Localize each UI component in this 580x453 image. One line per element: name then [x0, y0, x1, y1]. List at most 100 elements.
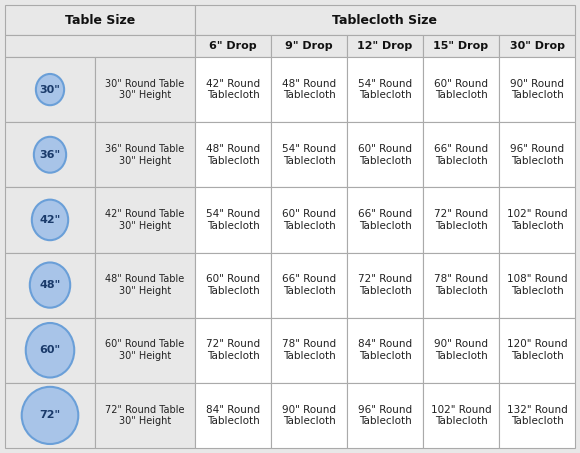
Bar [271, 383, 347, 448]
Bar [5, 57, 95, 122]
Bar [347, 35, 423, 57]
Text: 60" Round
Tablecloth: 60" Round Tablecloth [206, 274, 260, 296]
Bar [195, 57, 271, 122]
Bar [499, 57, 575, 122]
Bar [195, 252, 271, 318]
Bar [423, 188, 499, 252]
Text: 90" Round
Tablecloth: 90" Round Tablecloth [510, 79, 564, 101]
Text: 42" Round
Tablecloth: 42" Round Tablecloth [206, 79, 260, 101]
Bar [195, 318, 271, 383]
Bar [95, 188, 195, 252]
Text: Table Size: Table Size [65, 14, 135, 26]
Bar [95, 318, 195, 383]
Text: 96" Round
Tablecloth: 96" Round Tablecloth [510, 144, 564, 165]
Bar [195, 35, 271, 57]
Text: 54" Round
Tablecloth: 54" Round Tablecloth [282, 144, 336, 165]
Text: 36": 36" [39, 150, 60, 160]
Bar [271, 188, 347, 252]
Text: 96" Round
Tablecloth: 96" Round Tablecloth [358, 405, 412, 426]
Text: 84" Round
Tablecloth: 84" Round Tablecloth [206, 405, 260, 426]
Text: 90" Round
Tablecloth: 90" Round Tablecloth [282, 405, 336, 426]
Text: 72" Round
Tablecloth: 72" Round Tablecloth [358, 274, 412, 296]
Ellipse shape [34, 137, 66, 173]
Ellipse shape [30, 262, 70, 308]
Text: 60" Round Table
30" Height: 60" Round Table 30" Height [106, 339, 184, 361]
Text: 30" Round Table
30" Height: 30" Round Table 30" Height [106, 79, 184, 101]
Bar [423, 318, 499, 383]
Text: 78" Round
Tablecloth: 78" Round Tablecloth [282, 339, 336, 361]
Bar [5, 383, 95, 448]
Bar [423, 35, 499, 57]
Text: 66" Round
Tablecloth: 66" Round Tablecloth [282, 274, 336, 296]
Bar [499, 318, 575, 383]
Bar [499, 252, 575, 318]
Text: 54" Round
Tablecloth: 54" Round Tablecloth [358, 79, 412, 101]
Text: Tablecloth Size: Tablecloth Size [332, 14, 437, 26]
Ellipse shape [36, 74, 64, 105]
Text: 54" Round
Tablecloth: 54" Round Tablecloth [206, 209, 260, 231]
Text: 12" Drop: 12" Drop [357, 41, 412, 51]
Text: 72" Round Table
30" Height: 72" Round Table 30" Height [105, 405, 185, 426]
Text: 48": 48" [39, 280, 61, 290]
Text: 60" Round
Tablecloth: 60" Round Tablecloth [434, 79, 488, 101]
Text: 6" Drop: 6" Drop [209, 41, 257, 51]
Bar [423, 383, 499, 448]
Bar [347, 57, 423, 122]
Bar [271, 252, 347, 318]
Bar [499, 35, 575, 57]
Bar [423, 122, 499, 188]
Bar [5, 122, 95, 188]
Text: 72": 72" [39, 410, 60, 420]
Text: 60": 60" [39, 345, 60, 355]
Text: 48" Round Table
30" Height: 48" Round Table 30" Height [106, 274, 184, 296]
Text: 42" Round Table
30" Height: 42" Round Table 30" Height [106, 209, 184, 231]
Bar [5, 35, 195, 57]
Bar [499, 188, 575, 252]
Bar [5, 5, 195, 35]
Bar [5, 252, 95, 318]
Bar [271, 122, 347, 188]
Ellipse shape [26, 323, 74, 377]
Text: 9" Drop: 9" Drop [285, 41, 333, 51]
Bar [347, 188, 423, 252]
Bar [271, 35, 347, 57]
Bar [423, 57, 499, 122]
Text: 108" Round
Tablecloth: 108" Round Tablecloth [507, 274, 567, 296]
Text: 15" Drop: 15" Drop [433, 41, 488, 51]
Bar [95, 252, 195, 318]
Text: 30": 30" [39, 85, 60, 95]
Text: 102" Round
Tablecloth: 102" Round Tablecloth [507, 209, 567, 231]
Bar [195, 5, 575, 35]
Bar [5, 188, 95, 252]
Text: 66" Round
Tablecloth: 66" Round Tablecloth [358, 209, 412, 231]
Bar [195, 122, 271, 188]
Text: 78" Round
Tablecloth: 78" Round Tablecloth [434, 274, 488, 296]
Text: 48" Round
Tablecloth: 48" Round Tablecloth [282, 79, 336, 101]
Bar [95, 57, 195, 122]
Text: 42": 42" [39, 215, 61, 225]
Bar [347, 383, 423, 448]
Text: 84" Round
Tablecloth: 84" Round Tablecloth [358, 339, 412, 361]
Text: 60" Round
Tablecloth: 60" Round Tablecloth [282, 209, 336, 231]
Bar [347, 252, 423, 318]
Bar [271, 318, 347, 383]
Bar [347, 122, 423, 188]
Text: 90" Round
Tablecloth: 90" Round Tablecloth [434, 339, 488, 361]
Bar [423, 252, 499, 318]
Text: 48" Round
Tablecloth: 48" Round Tablecloth [206, 144, 260, 165]
Text: 66" Round
Tablecloth: 66" Round Tablecloth [434, 144, 488, 165]
Bar [347, 318, 423, 383]
Bar [195, 383, 271, 448]
Text: 72" Round
Tablecloth: 72" Round Tablecloth [206, 339, 260, 361]
Text: 60" Round
Tablecloth: 60" Round Tablecloth [358, 144, 412, 165]
Bar [499, 383, 575, 448]
Text: 102" Round
Tablecloth: 102" Round Tablecloth [431, 405, 491, 426]
Bar [271, 57, 347, 122]
Text: 120" Round
Tablecloth: 120" Round Tablecloth [507, 339, 567, 361]
Text: 72" Round
Tablecloth: 72" Round Tablecloth [434, 209, 488, 231]
Text: 132" Round
Tablecloth: 132" Round Tablecloth [506, 405, 567, 426]
Bar [499, 122, 575, 188]
Bar [95, 383, 195, 448]
Ellipse shape [21, 387, 78, 444]
Text: 36" Round Table
30" Height: 36" Round Table 30" Height [106, 144, 184, 165]
